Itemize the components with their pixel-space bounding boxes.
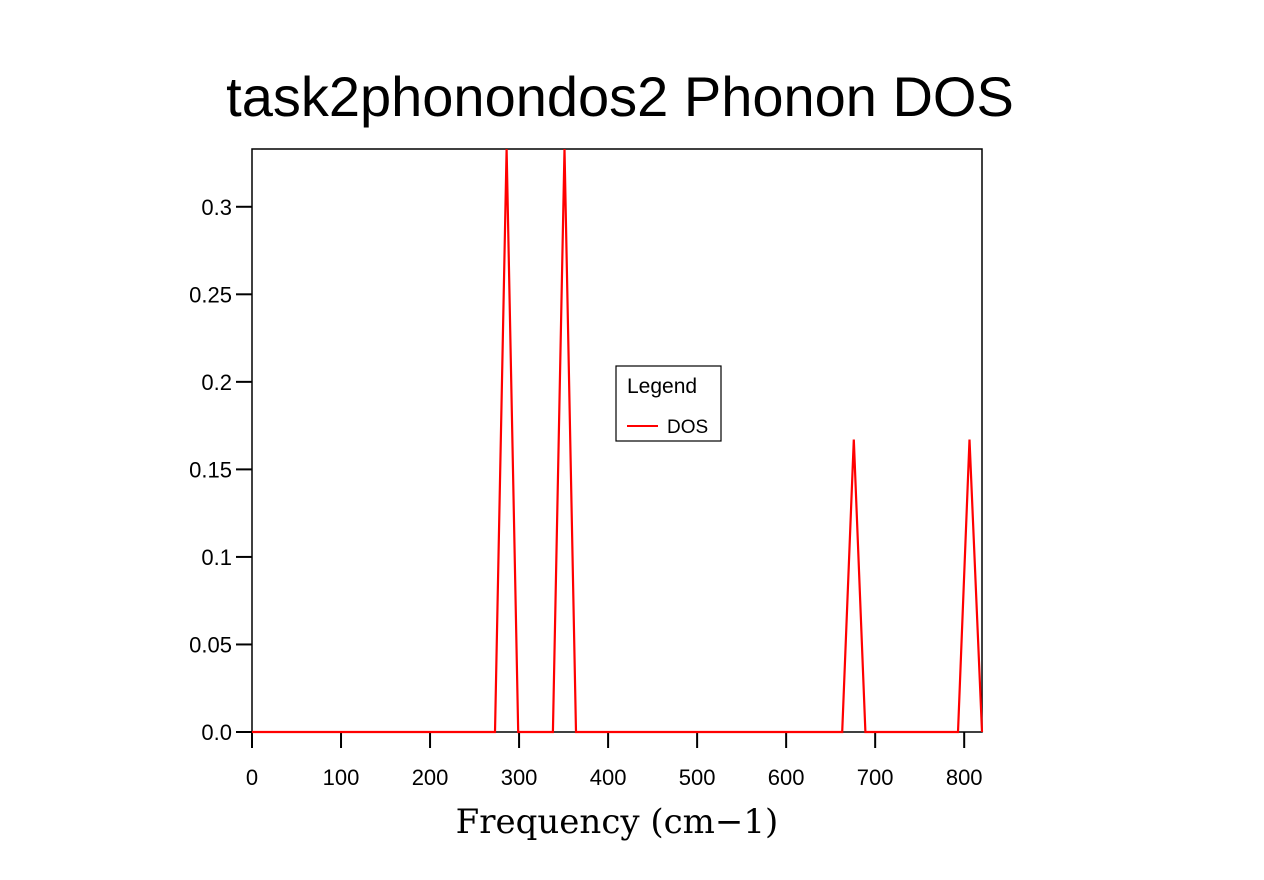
series-layer	[252, 148, 984, 734]
x-tick-label: 200	[412, 765, 449, 790]
x-axis-label: Frequency (cm−1)	[456, 802, 779, 842]
x-tick-label: 0	[246, 765, 258, 790]
y-tick-label: 0.3	[201, 195, 232, 220]
x-tick-label: 700	[857, 765, 894, 790]
x-tick-label: 800	[946, 765, 983, 790]
x-tick-label: 600	[768, 765, 805, 790]
x-tick-label: 400	[590, 765, 627, 790]
y-tick-label: 0.15	[189, 457, 232, 482]
y-axis: 0.0 0.05 0.1 0.15 0.2 0.25 0.3	[189, 195, 252, 745]
y-tick-label: 0.25	[189, 282, 232, 307]
y-tick-label: 0.05	[189, 632, 232, 657]
x-tick-label: 100	[323, 765, 360, 790]
legend-title: Legend	[627, 375, 697, 398]
legend: Legend DOS	[615, 365, 722, 442]
legend-box	[615, 365, 722, 442]
chart-title: task2phonondos2 Phonon DOS	[226, 65, 1014, 128]
x-tick-label: 300	[501, 765, 538, 790]
y-tick-label: 0.1	[201, 545, 232, 570]
x-axis: 0 100 200 300 400 500 600 700 800	[246, 732, 983, 790]
x-tick-label: 500	[679, 765, 716, 790]
y-tick-label: 0.2	[201, 370, 232, 395]
y-tick-label: 0.0	[201, 720, 232, 745]
legend-entry-dos: DOS	[667, 417, 708, 438]
series-line-dos	[252, 148, 984, 734]
